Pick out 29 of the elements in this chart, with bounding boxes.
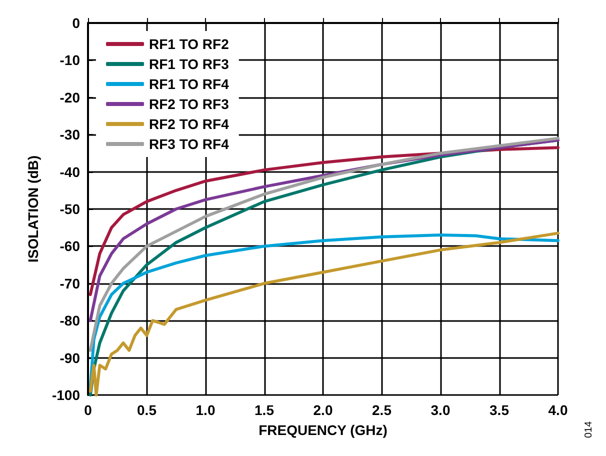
y-tick-label: -80 bbox=[60, 312, 80, 329]
x-tick-label: 0 bbox=[84, 402, 92, 418]
y-axis-title: ISOLATION (dB) bbox=[25, 155, 41, 263]
x-tick-label: 3.5 bbox=[490, 402, 510, 418]
x-tick-label: 2.5 bbox=[372, 402, 392, 418]
y-tick-label: -70 bbox=[60, 275, 80, 292]
legend-label: RF1 TO RF2 bbox=[149, 36, 230, 52]
y-tick-label: -40 bbox=[60, 164, 80, 180]
x-tick-label: 1.0 bbox=[196, 402, 216, 418]
x-tick-label: 1.5 bbox=[254, 402, 274, 418]
y-tick-label: -10 bbox=[60, 52, 80, 68]
y-tick-label: -20 bbox=[60, 89, 80, 106]
x-axis-title: FREQUENCY (GHz) bbox=[258, 422, 388, 438]
legend-label: RF2 TO RF3 bbox=[149, 96, 230, 112]
y-tick-label: -90 bbox=[60, 350, 80, 366]
y-tick-label: 0 bbox=[72, 15, 80, 31]
y-tick-label: -60 bbox=[60, 238, 80, 254]
x-tick-label: 0.5 bbox=[137, 402, 157, 418]
y-tick-label: -100 bbox=[52, 387, 80, 403]
legend-label: RF1 TO RF3 bbox=[149, 56, 230, 72]
text: 014 bbox=[584, 420, 594, 438]
legend-label: RF1 TO RF4 bbox=[149, 76, 230, 92]
y-tick-label: -50 bbox=[60, 201, 80, 217]
legend-label: RF3 TO RF4 bbox=[149, 136, 230, 152]
x-tick-label: 4.0 bbox=[548, 402, 568, 418]
x-tick-label: 2.0 bbox=[313, 402, 333, 418]
y-tick-label: -30 bbox=[60, 126, 80, 143]
legend-label: RF2 TO RF4 bbox=[149, 116, 230, 132]
x-tick-label: 3.0 bbox=[430, 402, 450, 418]
